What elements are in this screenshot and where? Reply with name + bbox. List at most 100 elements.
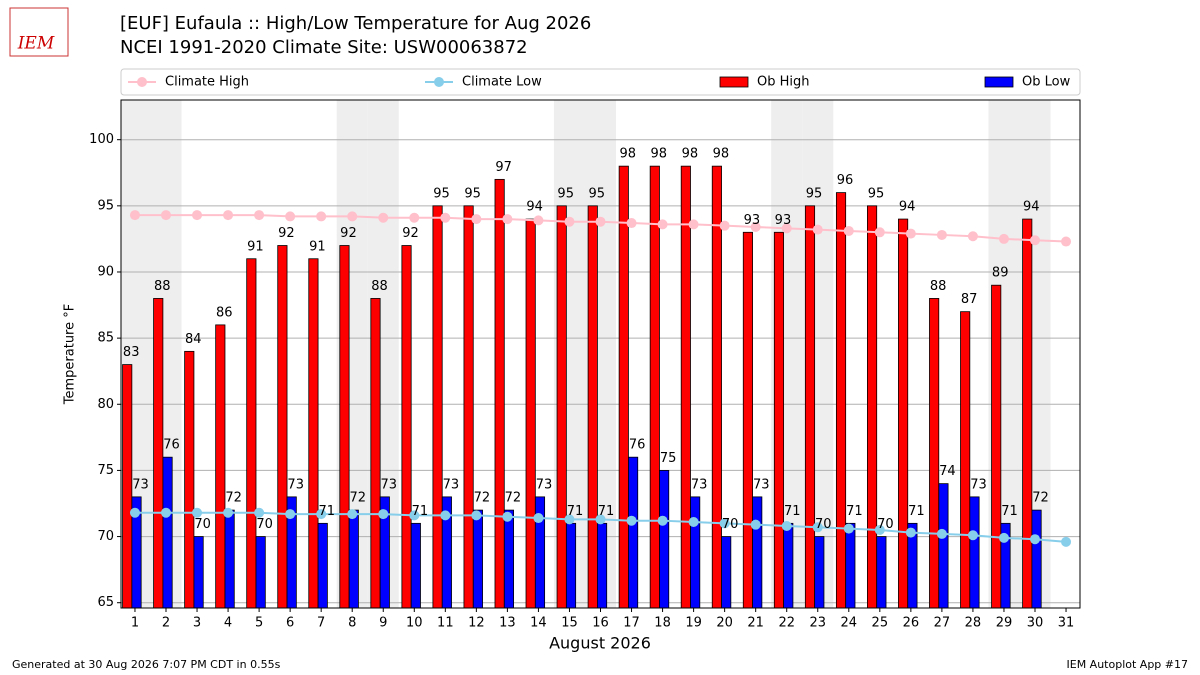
bar bbox=[556, 205, 567, 609]
line-marker bbox=[129, 507, 140, 518]
bar bbox=[565, 522, 577, 609]
bar bbox=[960, 311, 971, 609]
bar bbox=[690, 496, 701, 609]
bar bbox=[162, 456, 173, 609]
line-marker bbox=[843, 523, 854, 534]
line-marker bbox=[719, 518, 730, 529]
x-tick-label: 22 bbox=[778, 616, 795, 631]
data-label: 95 bbox=[464, 186, 481, 201]
data-label: 74 bbox=[939, 464, 956, 479]
bar bbox=[752, 496, 763, 609]
bar bbox=[224, 509, 235, 609]
line-marker bbox=[129, 210, 140, 221]
x-tick-label: 8 bbox=[348, 616, 356, 631]
x-tick-label: 30 bbox=[1027, 616, 1044, 631]
data-label: 76 bbox=[163, 438, 180, 453]
x-tick-label: 17 bbox=[623, 616, 640, 631]
x-tick-label: 7 bbox=[317, 616, 325, 631]
line-marker bbox=[1029, 235, 1040, 246]
bar bbox=[410, 522, 421, 609]
bar bbox=[618, 165, 629, 609]
line-marker bbox=[688, 219, 699, 230]
x-tick-label: 23 bbox=[809, 616, 826, 631]
data-label: 86 bbox=[216, 305, 233, 320]
data-label: 70 bbox=[815, 517, 832, 532]
data-label: 73 bbox=[970, 477, 987, 492]
line-marker bbox=[905, 527, 916, 538]
line-marker bbox=[719, 220, 730, 231]
y-tick-label: 85 bbox=[97, 331, 114, 346]
data-label: 94 bbox=[526, 200, 543, 215]
data-label: 91 bbox=[247, 239, 264, 254]
line-marker bbox=[688, 517, 699, 528]
bar bbox=[938, 483, 949, 609]
line-marker bbox=[223, 210, 234, 221]
bar bbox=[370, 298, 381, 609]
data-label: 70 bbox=[877, 517, 894, 532]
x-tick-label: 16 bbox=[592, 616, 609, 631]
bar bbox=[472, 509, 483, 609]
data-label: 75 bbox=[660, 451, 677, 466]
line-marker bbox=[254, 210, 265, 221]
bar bbox=[680, 165, 691, 609]
legend-label: Ob High bbox=[757, 75, 810, 90]
bar bbox=[659, 470, 670, 609]
data-label: 88 bbox=[930, 279, 947, 294]
bar bbox=[184, 350, 195, 609]
line-marker bbox=[812, 224, 823, 235]
line-marker bbox=[812, 522, 823, 533]
line-marker bbox=[316, 211, 327, 222]
bar bbox=[122, 364, 133, 609]
data-label: 73 bbox=[536, 477, 553, 492]
line-marker bbox=[1061, 536, 1072, 547]
x-tick-label: 31 bbox=[1058, 616, 1075, 631]
bar bbox=[308, 258, 319, 609]
legend-swatch bbox=[719, 76, 749, 88]
line-marker bbox=[1061, 236, 1072, 247]
bar bbox=[898, 218, 909, 609]
y-tick-label: 70 bbox=[97, 529, 114, 544]
bar bbox=[401, 245, 412, 609]
line-marker bbox=[533, 215, 544, 226]
bar bbox=[348, 509, 359, 609]
x-tick-label: 28 bbox=[965, 616, 982, 631]
bar bbox=[317, 522, 328, 609]
data-label: 95 bbox=[557, 186, 574, 201]
bar bbox=[432, 205, 443, 609]
data-label: 70 bbox=[194, 517, 211, 532]
x-tick-label: 15 bbox=[561, 616, 578, 631]
data-label: 76 bbox=[629, 438, 646, 453]
line-marker bbox=[781, 520, 792, 531]
data-label: 71 bbox=[318, 504, 335, 519]
bar bbox=[969, 496, 980, 609]
x-tick-label: 6 bbox=[286, 616, 294, 631]
data-label: 72 bbox=[1032, 491, 1049, 506]
x-tick-label: 25 bbox=[872, 616, 889, 631]
x-tick-label: 10 bbox=[406, 616, 423, 631]
bar bbox=[246, 258, 257, 609]
line-marker bbox=[874, 227, 885, 238]
line-marker bbox=[998, 233, 1009, 244]
bar bbox=[215, 324, 226, 609]
data-label: 71 bbox=[784, 504, 801, 519]
line-marker bbox=[998, 532, 1009, 543]
line-marker bbox=[781, 223, 792, 234]
data-label: 73 bbox=[691, 477, 708, 492]
bar bbox=[525, 218, 536, 609]
line-marker bbox=[967, 231, 978, 242]
data-label: 72 bbox=[474, 491, 491, 506]
line-marker bbox=[874, 524, 885, 535]
data-label: 70 bbox=[722, 517, 739, 532]
bar bbox=[711, 165, 722, 609]
bar bbox=[1022, 218, 1033, 609]
line-marker bbox=[471, 510, 482, 521]
line-marker bbox=[409, 212, 420, 223]
data-label: 95 bbox=[868, 186, 885, 201]
bar bbox=[773, 231, 785, 609]
data-label: 97 bbox=[495, 160, 512, 175]
data-label: 87 bbox=[961, 292, 978, 307]
data-label: 98 bbox=[682, 147, 699, 162]
line-marker bbox=[316, 509, 327, 520]
data-label: 71 bbox=[846, 504, 863, 519]
line-marker bbox=[254, 507, 265, 518]
